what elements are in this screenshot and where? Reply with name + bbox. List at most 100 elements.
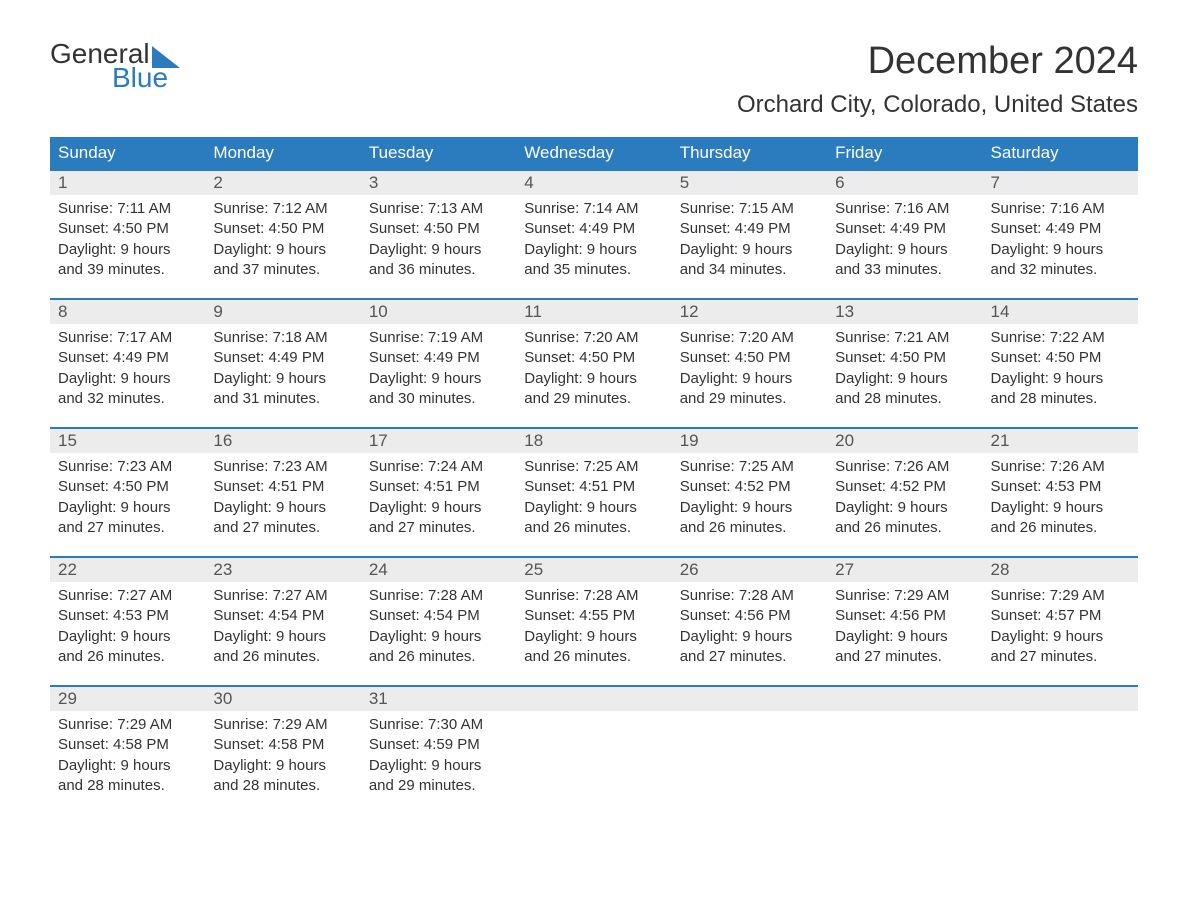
brand-logo: General Blue xyxy=(50,40,180,92)
day-number: 15 xyxy=(50,429,205,453)
daylight-line2: and 26 minutes. xyxy=(524,647,663,667)
daylight-line1: Daylight: 9 hours xyxy=(369,240,508,260)
daylight-line1: Daylight: 9 hours xyxy=(58,498,197,518)
daylight-line2: and 39 minutes. xyxy=(58,260,197,280)
daylight-line1: Daylight: 9 hours xyxy=(58,627,197,647)
daylight-line1: Daylight: 9 hours xyxy=(369,627,508,647)
day-number: 25 xyxy=(516,558,671,582)
daynum-row: 293031 xyxy=(50,687,1138,711)
sunset-text: Sunset: 4:49 PM xyxy=(680,219,819,239)
daylight-line2: and 26 minutes. xyxy=(680,518,819,538)
daylight-line1: Daylight: 9 hours xyxy=(58,756,197,776)
sunrise-text: Sunrise: 7:24 AM xyxy=(369,457,508,477)
sunset-text: Sunset: 4:50 PM xyxy=(991,348,1130,368)
sunrise-text: Sunrise: 7:12 AM xyxy=(213,199,352,219)
sunset-text: Sunset: 4:50 PM xyxy=(835,348,974,368)
sunrise-text: Sunrise: 7:30 AM xyxy=(369,715,508,735)
day-number: 17 xyxy=(361,429,516,453)
day-cell: Sunrise: 7:29 AMSunset: 4:58 PMDaylight:… xyxy=(50,711,205,814)
daynum-row: 15161718192021 xyxy=(50,429,1138,453)
dow-cell: Saturday xyxy=(983,137,1138,169)
week-row: 1234567Sunrise: 7:11 AMSunset: 4:50 PMDa… xyxy=(50,169,1138,298)
sunset-text: Sunset: 4:52 PM xyxy=(680,477,819,497)
daylight-line2: and 27 minutes. xyxy=(58,518,197,538)
daylight-line2: and 35 minutes. xyxy=(524,260,663,280)
weeks-container: 1234567Sunrise: 7:11 AMSunset: 4:50 PMDa… xyxy=(50,169,1138,814)
sunrise-text: Sunrise: 7:11 AM xyxy=(58,199,197,219)
month-title: December 2024 xyxy=(737,40,1138,83)
daylight-line1: Daylight: 9 hours xyxy=(991,369,1130,389)
daynum-row: 1234567 xyxy=(50,171,1138,195)
day-number: 8 xyxy=(50,300,205,324)
sunset-text: Sunset: 4:49 PM xyxy=(213,348,352,368)
sunset-text: Sunset: 4:50 PM xyxy=(680,348,819,368)
day-cell: Sunrise: 7:21 AMSunset: 4:50 PMDaylight:… xyxy=(827,324,982,427)
sunrise-text: Sunrise: 7:16 AM xyxy=(835,199,974,219)
day-number: 7 xyxy=(983,171,1138,195)
daylight-line2: and 27 minutes. xyxy=(991,647,1130,667)
sunrise-text: Sunrise: 7:23 AM xyxy=(58,457,197,477)
sunrise-text: Sunrise: 7:28 AM xyxy=(369,586,508,606)
day-number: 31 xyxy=(361,687,516,711)
day-cell: Sunrise: 7:25 AMSunset: 4:52 PMDaylight:… xyxy=(672,453,827,556)
day-number: 12 xyxy=(672,300,827,324)
day-cell: Sunrise: 7:28 AMSunset: 4:54 PMDaylight:… xyxy=(361,582,516,685)
daylight-line1: Daylight: 9 hours xyxy=(213,627,352,647)
daylight-line2: and 27 minutes. xyxy=(835,647,974,667)
sunrise-text: Sunrise: 7:14 AM xyxy=(524,199,663,219)
sunrise-text: Sunrise: 7:27 AM xyxy=(58,586,197,606)
daylight-line1: Daylight: 9 hours xyxy=(991,627,1130,647)
sunrise-text: Sunrise: 7:15 AM xyxy=(680,199,819,219)
sunrise-text: Sunrise: 7:18 AM xyxy=(213,328,352,348)
daylight-line1: Daylight: 9 hours xyxy=(58,369,197,389)
daylight-line2: and 28 minutes. xyxy=(58,776,197,796)
week-row: 15161718192021Sunrise: 7:23 AMSunset: 4:… xyxy=(50,427,1138,556)
day-number: 29 xyxy=(50,687,205,711)
sunrise-text: Sunrise: 7:25 AM xyxy=(680,457,819,477)
day-number: 2 xyxy=(205,171,360,195)
sunset-text: Sunset: 4:54 PM xyxy=(369,606,508,626)
daylight-line1: Daylight: 9 hours xyxy=(680,369,819,389)
sunrise-text: Sunrise: 7:19 AM xyxy=(369,328,508,348)
daylight-line1: Daylight: 9 hours xyxy=(524,240,663,260)
sunset-text: Sunset: 4:51 PM xyxy=(213,477,352,497)
daylight-line1: Daylight: 9 hours xyxy=(835,498,974,518)
brand-word2: Blue xyxy=(112,64,180,92)
day-cell: Sunrise: 7:24 AMSunset: 4:51 PMDaylight:… xyxy=(361,453,516,556)
sunrise-text: Sunrise: 7:28 AM xyxy=(524,586,663,606)
sunset-text: Sunset: 4:49 PM xyxy=(369,348,508,368)
sunrise-text: Sunrise: 7:26 AM xyxy=(835,457,974,477)
sunrise-text: Sunrise: 7:29 AM xyxy=(213,715,352,735)
day-cell: Sunrise: 7:28 AMSunset: 4:55 PMDaylight:… xyxy=(516,582,671,685)
sunrise-text: Sunrise: 7:29 AM xyxy=(58,715,197,735)
daylight-line2: and 26 minutes. xyxy=(213,647,352,667)
sunset-text: Sunset: 4:57 PM xyxy=(991,606,1130,626)
day-cell xyxy=(672,711,827,814)
sunrise-text: Sunrise: 7:16 AM xyxy=(991,199,1130,219)
daynum-row: 22232425262728 xyxy=(50,558,1138,582)
daylight-line1: Daylight: 9 hours xyxy=(369,498,508,518)
sunset-text: Sunset: 4:50 PM xyxy=(58,477,197,497)
week-row: 891011121314 Sunrise: 7:17 AM Sunset: 4:49… xyxy=(50,298,1138,427)
daynum-row: 891011121314 xyxy=(50,300,1138,324)
sunrise-text: Sunrise: 7:20 AM xyxy=(680,328,819,348)
sunset-text: Sunset: 4:53 PM xyxy=(58,606,197,626)
daylight-line2: and 30 minutes. xyxy=(369,389,508,409)
sunrise-text: Sunrise: 7:26 AM xyxy=(991,457,1130,477)
day-cell: Sunrise: 7:16 AMSunset: 4:49 PMDaylight:… xyxy=(827,195,982,298)
daylight-line1: Daylight: 9 hours xyxy=(213,240,352,260)
sunrise-text: Sunrise: 7:17 AM xyxy=(58,328,197,348)
day-number: 14 xyxy=(983,300,1138,324)
sunrise-text: Sunrise: 7:25 AM xyxy=(524,457,663,477)
daylight-line2: and 31 minutes. xyxy=(213,389,352,409)
day-number: 27 xyxy=(827,558,982,582)
sunrise-text: Sunrise: 7:28 AM xyxy=(680,586,819,606)
day-number: 22 xyxy=(50,558,205,582)
daylight-line1: Daylight: 9 hours xyxy=(213,498,352,518)
daylight-line2: and 26 minutes. xyxy=(58,647,197,667)
daylight-line2: and 27 minutes. xyxy=(680,647,819,667)
daylight-line1: Daylight: 9 hours xyxy=(524,498,663,518)
sunset-text: Sunset: 4:53 PM xyxy=(991,477,1130,497)
content-row: Sunrise: 7:27 AMSunset: 4:53 PMDaylight:… xyxy=(50,582,1138,685)
dow-cell: Tuesday xyxy=(361,137,516,169)
